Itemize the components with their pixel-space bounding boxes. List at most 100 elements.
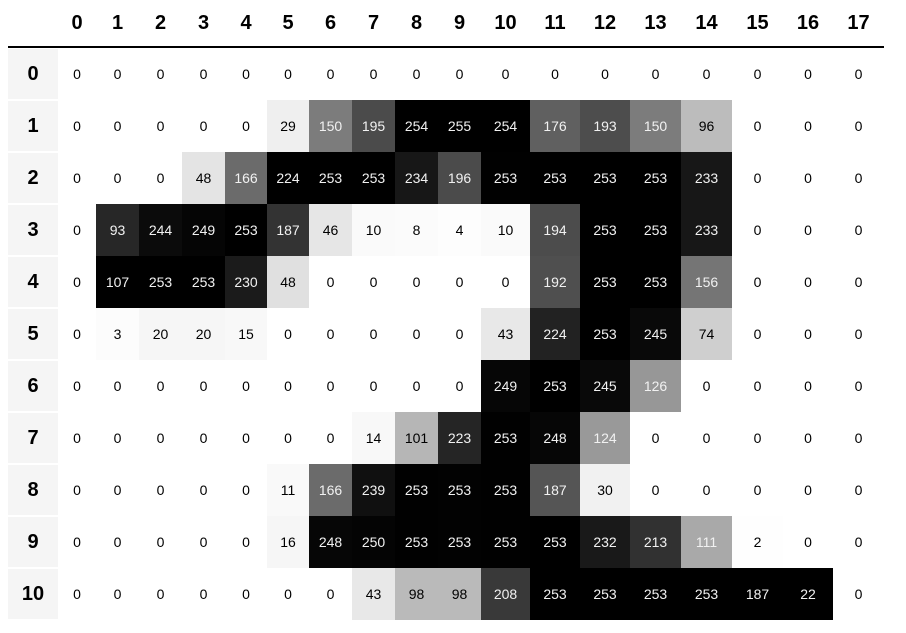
cell-value: 43 xyxy=(481,308,530,360)
cell-value: 230 xyxy=(225,256,267,308)
cell-value: 255 xyxy=(438,100,481,152)
column-header: 1 xyxy=(111,12,124,34)
cell-value: 0 xyxy=(309,568,352,620)
cell-value: 253 xyxy=(481,412,530,464)
row-header: 1 xyxy=(8,101,58,151)
cell-value: 234 xyxy=(395,152,438,204)
cell-value: 0 xyxy=(309,412,352,464)
row-header: 9 xyxy=(8,517,58,567)
cell-value: 11 xyxy=(267,464,309,516)
cell-value: 10 xyxy=(481,204,530,256)
cell-value: 0 xyxy=(309,48,352,100)
cell-value: 0 xyxy=(833,152,884,204)
cell-value: 253 xyxy=(530,360,580,412)
row-header: 2 xyxy=(8,153,58,203)
cell-value: 0 xyxy=(833,464,884,516)
cell-value: 0 xyxy=(438,256,481,308)
cell-value: 194 xyxy=(530,204,580,256)
cell-value: 0 xyxy=(267,360,309,412)
cell-value: 0 xyxy=(438,360,481,412)
cell-value: 0 xyxy=(225,464,267,516)
cell-value: 0 xyxy=(481,48,530,100)
cell-value: 0 xyxy=(267,308,309,360)
cell-value: 96 xyxy=(681,100,732,152)
cell-value: 0 xyxy=(783,360,833,412)
cell-value: 0 xyxy=(139,412,182,464)
cell-value: 0 xyxy=(438,308,481,360)
cell-value: 244 xyxy=(139,204,182,256)
cell-value: 0 xyxy=(58,360,96,412)
column-header: 17 xyxy=(847,12,870,34)
cell-value: 250 xyxy=(352,516,395,568)
cell-value: 0 xyxy=(833,308,884,360)
cell-value: 46 xyxy=(309,204,352,256)
cell-value: 107 xyxy=(96,256,139,308)
cell-value: 239 xyxy=(352,464,395,516)
row-header: 10 xyxy=(8,569,58,619)
cell-value: 0 xyxy=(139,100,182,152)
cell-value: 0 xyxy=(309,256,352,308)
cell-value: 0 xyxy=(352,48,395,100)
cell-value: 233 xyxy=(681,204,732,256)
cell-value: 0 xyxy=(732,152,783,204)
cell-value: 8 xyxy=(395,204,438,256)
cell-value: 0 xyxy=(182,360,225,412)
column-header: 10 xyxy=(494,12,517,34)
cell-value: 0 xyxy=(352,256,395,308)
row-header: 3 xyxy=(8,205,58,255)
cell-value: 0 xyxy=(58,204,96,256)
cell-value: 0 xyxy=(58,100,96,152)
cell-value: 176 xyxy=(530,100,580,152)
cell-value: 0 xyxy=(139,516,182,568)
row-header: 6 xyxy=(8,361,58,411)
cell-value: 254 xyxy=(395,100,438,152)
cell-value: 253 xyxy=(580,204,630,256)
cell-value: 111 xyxy=(681,516,732,568)
cell-value: 0 xyxy=(395,360,438,412)
cell-value: 0 xyxy=(58,256,96,308)
cell-value: 253 xyxy=(630,256,681,308)
cell-value: 253 xyxy=(530,516,580,568)
cell-value: 0 xyxy=(530,48,580,100)
cell-value: 48 xyxy=(182,152,225,204)
row-header: 8 xyxy=(8,465,58,515)
cell-value: 0 xyxy=(182,464,225,516)
cell-value: 0 xyxy=(395,256,438,308)
cell-value: 195 xyxy=(352,100,395,152)
cell-value: 0 xyxy=(783,48,833,100)
cell-value: 0 xyxy=(630,48,681,100)
cell-value: 98 xyxy=(438,568,481,620)
cell-value: 0 xyxy=(58,412,96,464)
column-header: 13 xyxy=(644,12,667,34)
cell-value: 0 xyxy=(681,464,732,516)
cell-value: 166 xyxy=(309,464,352,516)
cell-value: 253 xyxy=(580,308,630,360)
cell-value: 0 xyxy=(58,464,96,516)
row-header: 5 xyxy=(8,309,58,359)
cell-value: 0 xyxy=(58,568,96,620)
cell-value: 253 xyxy=(630,204,681,256)
cell-value: 213 xyxy=(630,516,681,568)
cell-value: 249 xyxy=(182,204,225,256)
cell-value: 0 xyxy=(96,412,139,464)
cell-value: 187 xyxy=(732,568,783,620)
cell-value: 0 xyxy=(225,516,267,568)
column-header: 7 xyxy=(367,12,380,34)
cell-value: 20 xyxy=(139,308,182,360)
cell-value: 0 xyxy=(833,100,884,152)
cell-value: 0 xyxy=(783,464,833,516)
cell-value: 0 xyxy=(783,308,833,360)
cell-value: 0 xyxy=(681,48,732,100)
cell-value: 245 xyxy=(580,360,630,412)
cell-value: 0 xyxy=(833,360,884,412)
cell-value: 0 xyxy=(481,256,530,308)
cell-value: 253 xyxy=(630,152,681,204)
cell-value: 249 xyxy=(481,360,530,412)
cell-value: 223 xyxy=(438,412,481,464)
column-header: 14 xyxy=(695,12,718,34)
column-header: 5 xyxy=(282,12,294,34)
cell-value: 0 xyxy=(96,516,139,568)
cell-value: 48 xyxy=(267,256,309,308)
cell-value: 253 xyxy=(481,152,530,204)
cell-value: 0 xyxy=(139,568,182,620)
